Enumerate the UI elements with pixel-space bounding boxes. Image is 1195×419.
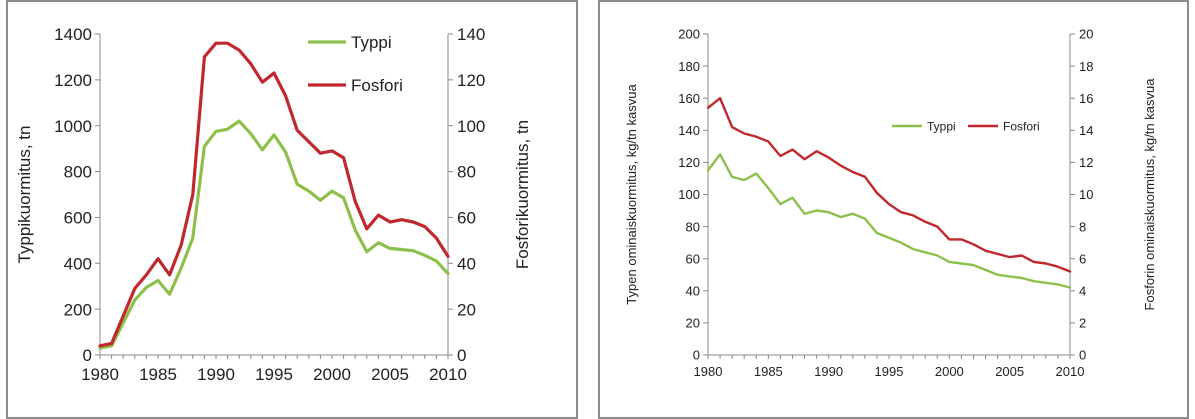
- chart-panel-nutrient-load: 0 200 400 600 800 1000 1200 1400 0 20 40 60 80 100 120…: [6, 0, 578, 419]
- y-left-tick-label: 800: [64, 163, 92, 182]
- y-left-tick-label: 120: [678, 155, 700, 170]
- y-right-tick-label: 8: [1079, 219, 1086, 234]
- x-tick-label: 1985: [754, 364, 783, 379]
- y-left-tick-label: 200: [64, 300, 92, 319]
- y-right-tick-label: 120: [457, 71, 485, 90]
- x-tick-label: 2010: [429, 365, 467, 384]
- y-axis-left-title: Typpikuormitus, tn: [15, 126, 34, 264]
- y-left-tick-label: 180: [678, 59, 700, 74]
- y-axis-left-title: Typen ominaiskuormitus, kg/tn kasvua: [624, 84, 639, 305]
- y-right-tick-label: 80: [457, 163, 476, 182]
- y-left-tick-label: 40: [686, 283, 700, 298]
- x-tick-label: 2000: [935, 364, 964, 379]
- series-line-typpi: [706, 153, 1072, 289]
- y-left-tick-label: 1200: [54, 71, 92, 90]
- x-tick-label: 2005: [995, 364, 1024, 379]
- y-left-tick-label: 60: [686, 251, 700, 266]
- y-right-tick-label: 20: [457, 300, 476, 319]
- legend-label-fosfori: Fosfori: [351, 76, 403, 95]
- legend-label-typpi: Typpi: [927, 119, 956, 133]
- y-left-tick-label: 80: [686, 219, 700, 234]
- y-left-tick-label: 0: [83, 346, 92, 365]
- legend-label-fosfori: Fosfori: [1003, 119, 1040, 133]
- x-tick-label: 1985: [139, 365, 177, 384]
- x-tick-label: 1995: [875, 364, 904, 379]
- y-right-tick-label: 2: [1079, 316, 1086, 331]
- x-tick-label: 1995: [255, 365, 293, 384]
- y-left-tick-label: 1000: [54, 117, 92, 136]
- chart-specific-load: 0204060801001201401601802000246810121416…: [624, 27, 1157, 379]
- y-left-tick-label: 400: [64, 254, 92, 273]
- y-right-tick-label: 0: [1079, 348, 1086, 363]
- y-left-tick-label: 20: [686, 316, 700, 331]
- y-left-tick-label: 600: [64, 209, 92, 228]
- y-right-tick-label: 6: [1079, 251, 1086, 266]
- y-right-tick-label: 12: [1079, 155, 1093, 170]
- x-tick-label: 2005: [371, 365, 409, 384]
- x-tick-label: 2000: [313, 365, 351, 384]
- y-left-tick-label: 100: [678, 187, 700, 202]
- x-tick-label: 1980: [694, 364, 723, 379]
- y-axis-right-title: Fosforikuormitus, tn: [513, 120, 532, 269]
- y-left-tick-label: 140: [678, 123, 700, 138]
- y-right-tick-label: 60: [457, 209, 476, 228]
- y-right-tick-label: 40: [457, 254, 476, 273]
- y-right-tick-label: 10: [1079, 187, 1093, 202]
- x-tick-label: 1990: [814, 364, 843, 379]
- y-right-tick-label: 20: [1079, 27, 1093, 42]
- y-left-tick-label: 1400: [54, 25, 92, 44]
- y-left-tick-label: 200: [678, 27, 700, 42]
- y-left-tick-label: 0: [693, 348, 700, 363]
- legend-label-typpi: Typpi: [351, 33, 392, 52]
- y-right-tick-label: 18: [1079, 59, 1093, 74]
- x-tick-label: 2010: [1056, 364, 1085, 379]
- y-left-tick-label: 160: [678, 91, 700, 106]
- y-right-tick-label: 140: [457, 25, 485, 44]
- y-axis-right-title: Fosforin ominaiskuormitus, kg/tn kasvua: [1142, 78, 1157, 311]
- series-line-fosfori: [706, 96, 1072, 273]
- chart-panel-specific-load: 0 20 40 60 80 100 120 140 160 180 200 0 2 4 6 8 10 12 14 16…: [598, 0, 1189, 419]
- y-right-tick-label: 4: [1079, 283, 1086, 298]
- series-line-typpi: [98, 119, 450, 350]
- x-tick-label: 1990: [197, 365, 235, 384]
- x-tick-label: 1980: [81, 365, 119, 384]
- y-right-tick-label: 16: [1079, 91, 1093, 106]
- series-line-fosfori: [98, 41, 450, 348]
- y-right-tick-label: 14: [1079, 123, 1093, 138]
- chart-nutrient-load: 0 200 400 600 800 1000 1200 1400 0 20 40 60 80 100 120…: [15, 25, 532, 384]
- y-right-tick-label: 0: [457, 346, 466, 365]
- y-right-tick-label: 100: [457, 117, 485, 136]
